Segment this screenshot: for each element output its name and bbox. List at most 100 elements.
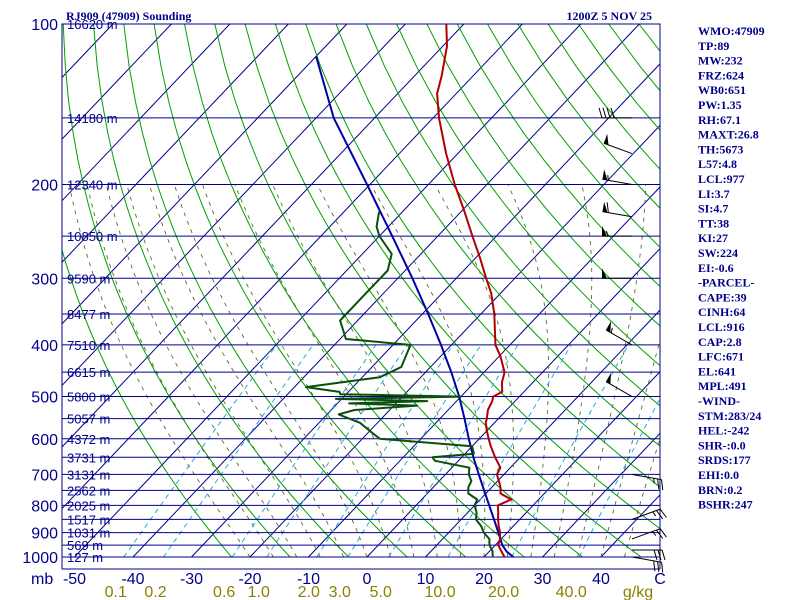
wind-barb-staff — [602, 211, 633, 218]
wind-barb-pennant — [606, 372, 612, 385]
isotherm-line — [366, 247, 660, 558]
index-line: SW:224 — [698, 246, 738, 260]
temperature-unit-label: C — [654, 571, 666, 588]
index-line: -PARCEL- — [698, 276, 754, 290]
wind-barb-half-flag — [653, 478, 655, 484]
wind-barb-half-flag — [607, 175, 609, 181]
pressure-tick-label: 500 — [31, 390, 58, 407]
isotherm-line — [542, 432, 660, 558]
index-line: LI:3.7 — [698, 187, 730, 201]
pressure-tick-label: 700 — [31, 467, 58, 484]
index-line: EHI:0.0 — [698, 468, 739, 482]
pressure-tick-label: 200 — [31, 177, 58, 194]
wind-barb-flag — [653, 549, 658, 561]
moist-adiabat-line — [68, 184, 251, 558]
mixing-ratio-tick-label: 5.0 — [370, 584, 392, 600]
temperature-tick-label: 30 — [534, 571, 552, 588]
isotherm-line — [191, 63, 660, 558]
wind-barb — [631, 508, 667, 520]
wind-barb-flag — [661, 562, 664, 573]
index-line: STM:283/24 — [698, 409, 761, 423]
isotherm-line — [249, 124, 660, 558]
isotherm-line — [62, 24, 348, 325]
temperature-tick-label: 40 — [592, 571, 610, 588]
observation-time: 1200Z 5 NOV 25 — [567, 9, 652, 23]
temperature-tick-label: -10 — [297, 571, 320, 588]
wind-barb — [602, 268, 632, 279]
wind-barb-flag — [657, 478, 660, 490]
wind-barb — [631, 528, 667, 540]
wind-barb-pennant — [602, 268, 607, 279]
height-label: 8477 m — [67, 307, 110, 322]
height-label: 5057 m — [67, 412, 110, 427]
wind-barb-half-flag — [606, 230, 609, 237]
isotherm-line — [132, 24, 640, 558]
pressure-unit-label: mb — [31, 571, 53, 588]
height-label: 2025 m — [67, 498, 110, 513]
index-line: -WIND- — [698, 394, 740, 408]
wind-barb — [605, 372, 633, 397]
mixing-ratio-unit-label: g/kg — [623, 584, 653, 600]
wind-barb-pennant — [602, 226, 607, 237]
mixing-ratio-tick-label: 0.1 — [105, 584, 127, 600]
height-label: 4372 m — [67, 432, 110, 447]
index-line: CAP:2.8 — [698, 335, 742, 349]
index-line: LFC:671 — [698, 350, 744, 364]
index-line: L57:4.8 — [698, 157, 737, 171]
wind-barb — [602, 201, 633, 218]
wind-barb-staff — [631, 508, 661, 520]
pressure-tick-label: 600 — [31, 432, 58, 449]
wind-barb — [602, 169, 633, 185]
wind-barb-staff — [602, 178, 633, 185]
index-line: PW:1.35 — [698, 98, 742, 112]
index-line: HEL:-242 — [698, 424, 749, 438]
parcel-trace-line — [315, 56, 514, 558]
wind-barb — [602, 226, 632, 237]
index-line: SRDS:177 — [698, 453, 751, 467]
height-label: 1517 m — [67, 512, 110, 527]
mixing-ratio-tick-label: 0.2 — [144, 584, 166, 600]
index-line: MAXT:26.8 — [698, 128, 759, 142]
height-label: 2562 m — [67, 483, 110, 498]
temperature-tick-label: 10 — [417, 571, 435, 588]
index-line: SHR-:0.0 — [698, 438, 746, 452]
index-line: RH:67.1 — [698, 113, 741, 127]
dewpoint-line — [305, 211, 494, 558]
index-line: MW:232 — [698, 54, 743, 68]
isotherm-line — [62, 24, 289, 263]
height-label: 1031 m — [67, 526, 110, 541]
index-line: TP:89 — [698, 39, 729, 53]
wind-barb-flag — [602, 107, 607, 119]
temperature-tick-label: 0 — [363, 571, 372, 588]
wind-barb-flag — [656, 529, 664, 539]
wind-barb-flag — [659, 508, 667, 518]
wind-barb-half-flag — [610, 327, 613, 334]
isotherm-line — [62, 24, 465, 448]
mixing-ratio-tick-label: 1.0 — [248, 584, 270, 600]
isotherm-line — [62, 24, 406, 387]
wind-barb-flag — [659, 528, 667, 538]
mixing-ratio-tick-label: 3.0 — [329, 584, 351, 600]
temperature-tick-label: -40 — [121, 571, 144, 588]
temperature-tick-label: 20 — [475, 571, 493, 588]
wind-barb — [603, 133, 633, 155]
wind-barb-flag — [657, 549, 662, 561]
mixing-ratio-tick-label: 10.0 — [424, 584, 455, 600]
wind-barb-pennant — [606, 321, 612, 333]
height-label: 127 m — [67, 550, 103, 565]
index-line: EI:-0.6 — [698, 261, 734, 275]
temperature-line — [436, 24, 513, 558]
height-label: 569 m — [67, 538, 103, 553]
moist-adiabat-line — [105, 184, 298, 558]
index-line: EL:641 — [698, 364, 736, 378]
isotherm-line — [62, 24, 231, 202]
pressure-tick-label: 1000 — [22, 550, 58, 567]
index-line: WMO:47909 — [698, 24, 765, 38]
pressure-tick-label: 400 — [31, 338, 58, 355]
pressure-tick-label: 800 — [31, 498, 58, 515]
wind-barb-flag — [606, 202, 609, 213]
index-line: TH:5673 — [698, 142, 743, 156]
index-line: CINH:64 — [698, 305, 745, 319]
index-line: LCL:916 — [698, 320, 745, 334]
